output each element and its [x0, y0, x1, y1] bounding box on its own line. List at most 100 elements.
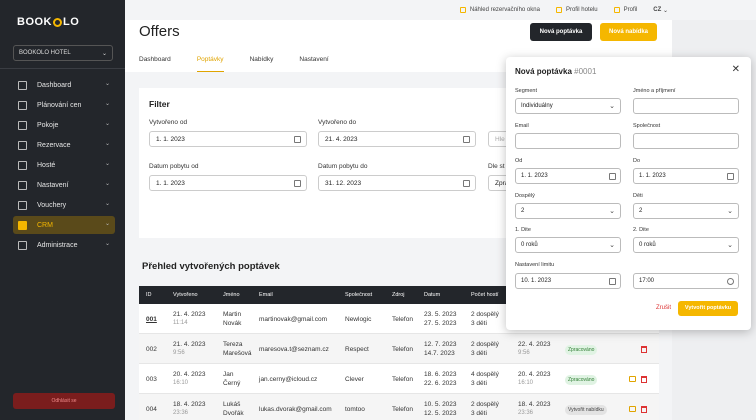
created-to-input[interactable]: 21. 4. 2023 [318, 131, 476, 147]
limit-time-input[interactable]: 17:00 [633, 273, 739, 289]
language-select[interactable]: CZ ⌄ [653, 7, 668, 14]
hotel-profile-link[interactable]: Profil hotelu [555, 7, 598, 13]
column-header[interactable]: Email [259, 292, 273, 298]
close-icon[interactable]: ✕ [731, 64, 740, 75]
child2-age-select[interactable]: 0 roků ⌄ [633, 237, 739, 253]
created-time: 16:10 [173, 380, 189, 386]
sidebar-item-pricing[interactable]: Plánování cen ⌄ [13, 96, 115, 114]
created-time: 11:14 [173, 320, 188, 326]
column-header[interactable]: Datum [424, 292, 441, 298]
profile-label: Profil [623, 7, 638, 13]
sidebar-item-dashboard[interactable]: Dashboard ⌄ [13, 76, 115, 94]
comment-icon[interactable] [629, 406, 636, 412]
sidebar-item-rooms[interactable]: Pokoje ⌄ [13, 116, 115, 134]
child2-value: 0 roků [639, 242, 656, 248]
hotel-select[interactable]: BOOKOLO HOTEL ⌄ [13, 45, 113, 61]
preview-link[interactable]: Náhled rezervačního okna [459, 7, 540, 13]
sidebar-item-reservations[interactable]: Rezervace ⌄ [13, 136, 115, 154]
calendar-icon[interactable] [609, 173, 616, 180]
column-header[interactable]: ID [146, 292, 152, 298]
state-filter-value: Zpra [495, 180, 509, 187]
sidebar-nav: Dashboard ⌄ Plánování cen ⌄ Pokoje ⌄ Rezerv… [13, 76, 115, 256]
row-source: Telefon [392, 346, 413, 353]
child1-age-select[interactable]: 0 roků ⌄ [515, 237, 621, 253]
dashboard-icon [18, 80, 27, 90]
row-id[interactable]: 003 [146, 376, 157, 383]
sidebar-item-label: CRM [37, 221, 53, 229]
created-from-input[interactable]: 1. 1. 2023 [149, 131, 307, 147]
to-date-input[interactable]: 1. 1. 2023 [633, 168, 739, 184]
logo-right: LO [63, 16, 80, 28]
children-value: 2 [639, 208, 643, 214]
company-field[interactable] [633, 133, 739, 149]
crm-icon [18, 220, 27, 230]
from-date-input[interactable]: 1. 1. 2023 [515, 168, 621, 184]
chevron-down-icon: ⌄ [727, 242, 733, 249]
column-header[interactable]: Vytvořeno [173, 292, 198, 298]
user-icon [613, 7, 620, 13]
column-header[interactable]: Zdroj [392, 292, 405, 298]
sidebar-item-admin[interactable]: Administrace ⌄ [13, 236, 115, 254]
calendar-icon[interactable] [609, 278, 616, 285]
chevron-down-icon: ⌄ [104, 181, 110, 187]
sidebar-item-settings[interactable]: Nastavení ⌄ [13, 176, 115, 194]
row-id[interactable]: 001 [146, 316, 157, 323]
children-select[interactable]: 2 ⌄ [633, 203, 739, 219]
cancel-button[interactable]: Zrušit [656, 305, 671, 311]
email-field[interactable] [515, 133, 621, 149]
calendar-icon[interactable] [727, 173, 734, 180]
create-request-button[interactable]: Vytvořit poptávku [678, 301, 738, 316]
date-to: 22. 6. 2023 [424, 380, 457, 387]
row-guests: 2 dospělý 3 děti [471, 400, 499, 418]
stay-from-value: 1. 1. 2023 [156, 180, 185, 187]
table-row[interactable]: 003 20. 4. 2023 16:10 Jan Černý jan.cerny@… [139, 364, 659, 394]
row-guests: 4 dospělý 3 děti [471, 370, 499, 388]
trash-icon[interactable] [641, 376, 647, 383]
calendar-icon[interactable] [294, 180, 301, 187]
trash-icon[interactable] [641, 346, 647, 353]
created-from-value: 1. 1. 2023 [156, 136, 185, 143]
stay-to-input[interactable]: 31. 12. 2023 [318, 175, 476, 191]
table-row[interactable]: 004 18. 4. 2023 23:36 Lukáš Dvořák lukas.d… [139, 394, 659, 420]
column-header[interactable]: Počet hostí [471, 292, 499, 298]
tab-dashboard[interactable]: Dashboard [139, 56, 171, 63]
clock-icon[interactable] [727, 278, 734, 285]
new-offer-button[interactable]: Nová nabídka [600, 23, 657, 41]
tab-offers[interactable]: Nabídky [249, 56, 274, 63]
logout-button[interactable]: Odhlásit se [13, 393, 115, 409]
column-header[interactable]: Jméno [223, 292, 240, 298]
tab-requests[interactable]: Poptávky [196, 56, 224, 72]
segment-select[interactable]: Individuálny ⌄ [515, 98, 621, 114]
to-label: Do [633, 158, 641, 164]
row-date: 18. 6. 2023 22. 6. 2023 [424, 370, 457, 388]
calendar-icon[interactable] [294, 136, 301, 143]
stay-from-input[interactable]: 1. 1. 2023 [149, 175, 307, 191]
filter-card: Filter Vytvořeno od 1. 1. 2023 Vytvořeno… [139, 88, 539, 238]
status-date: 20. 4. 2023 [518, 371, 551, 378]
new-request-button[interactable]: Nová poptávka [530, 23, 592, 41]
column-header[interactable]: Společnost [345, 292, 373, 298]
row-id[interactable]: 002 [146, 346, 157, 353]
limit-date-input[interactable]: 10. 1. 2023 [515, 273, 621, 289]
sidebar-item-label: Rezervace [37, 141, 71, 149]
sidebar-item-label: Administrace [37, 241, 78, 249]
calendar-icon[interactable] [463, 136, 470, 143]
status-badge[interactable]: Vytvořit nabídku [565, 405, 607, 415]
calendar-icon[interactable] [463, 180, 470, 187]
tab-settings[interactable]: Nastavení [299, 56, 329, 63]
name-field[interactable] [633, 98, 739, 114]
table-row[interactable]: 001 21. 4. 2023 11:14 Martin Novák martino… [139, 304, 659, 334]
to-value: 1. 1. 2023 [639, 173, 666, 179]
comment-icon[interactable] [629, 376, 636, 382]
bookolo-logo[interactable]: BOOK LO [17, 16, 79, 28]
trash-icon[interactable] [641, 406, 647, 413]
adults-select[interactable]: 2 ⌄ [515, 203, 621, 219]
sidebar-item-guests[interactable]: Hosté ⌄ [13, 156, 115, 174]
table-row[interactable]: 002 21. 4. 2023 9:56 Tereza Marešová mares… [139, 334, 659, 364]
profile-link[interactable]: Profil [613, 7, 638, 13]
status-time: 16:10 [518, 380, 534, 386]
sidebar-item-label: Plánování cen [37, 101, 82, 109]
sidebar-item-crm[interactable]: CRM ⌄ [13, 216, 115, 234]
sidebar-item-vouchers[interactable]: Vouchery ⌄ [13, 196, 115, 214]
row-id[interactable]: 004 [146, 406, 157, 413]
